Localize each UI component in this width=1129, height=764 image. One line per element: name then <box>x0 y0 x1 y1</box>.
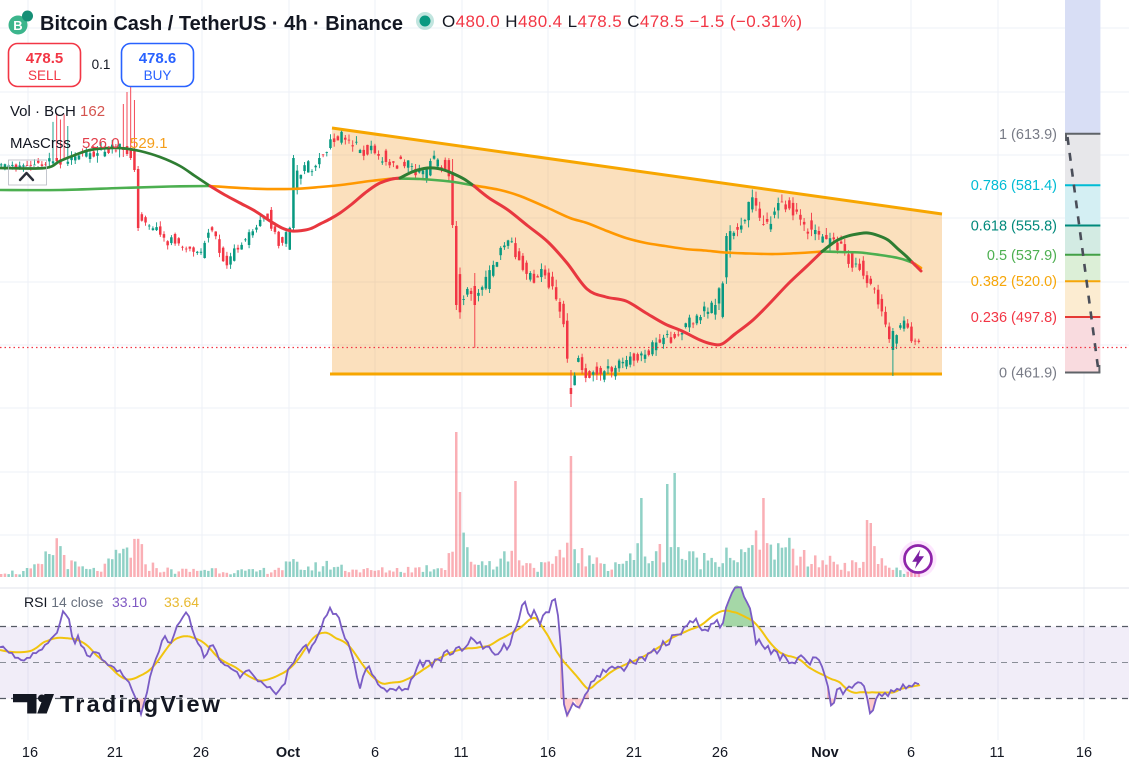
svg-text:Nov: Nov <box>811 745 838 761</box>
svg-text:TradingView: TradingView <box>60 691 222 717</box>
svg-text:21: 21 <box>107 745 123 761</box>
svg-text:26: 26 <box>712 745 728 761</box>
svg-text:0.236 (497.8): 0.236 (497.8) <box>971 310 1057 326</box>
svg-text:33.10: 33.10 <box>112 594 147 610</box>
svg-text:6: 6 <box>907 745 915 761</box>
svg-text:0.786 (581.4): 0.786 (581.4) <box>971 178 1057 194</box>
svg-text:BUY: BUY <box>144 68 172 83</box>
svg-text:Oct: Oct <box>276 745 300 761</box>
svg-text:SELL: SELL <box>28 68 62 83</box>
svg-text:26: 26 <box>193 745 209 761</box>
svg-text:16: 16 <box>1076 745 1092 761</box>
svg-text:0.382 (520.0): 0.382 (520.0) <box>971 274 1057 290</box>
svg-text:0.5 (537.9): 0.5 (537.9) <box>987 248 1057 264</box>
svg-text:Bitcoin Cash / TetherUS · 4h ·: Bitcoin Cash / TetherUS · 4h · Binance <box>40 13 403 35</box>
svg-text:0.1: 0.1 <box>92 57 111 72</box>
svg-text:0.618 (555.8): 0.618 (555.8) <box>971 219 1057 235</box>
svg-text:0 (461.9): 0 (461.9) <box>999 366 1057 382</box>
svg-text:16: 16 <box>22 745 38 761</box>
svg-text:478.6: 478.6 <box>139 50 177 67</box>
svg-text:1 (613.9): 1 (613.9) <box>999 127 1057 143</box>
svg-text:11: 11 <box>989 745 1004 761</box>
svg-text:MAsCrss: MAsCrss <box>10 135 71 152</box>
svg-text:16: 16 <box>540 745 556 761</box>
svg-text:33.64: 33.64 <box>164 594 199 610</box>
svg-text:6: 6 <box>371 745 379 761</box>
svg-text:RSI 14 close: RSI 14 close <box>24 594 104 610</box>
svg-text:Vol · BCH 162: Vol · BCH 162 <box>10 103 105 120</box>
svg-text:B: B <box>13 18 22 33</box>
svg-text:21: 21 <box>626 745 642 761</box>
svg-text:526.0: 526.0 <box>82 135 120 152</box>
svg-text:529.1: 529.1 <box>130 135 168 152</box>
svg-text:11: 11 <box>453 745 468 761</box>
svg-text:O480.0 H480.4 L478.5 C478.5 −1: O480.0 H480.4 L478.5 C478.5 −1.5 (−0.31%… <box>442 12 802 31</box>
svg-text:478.5: 478.5 <box>26 50 64 67</box>
